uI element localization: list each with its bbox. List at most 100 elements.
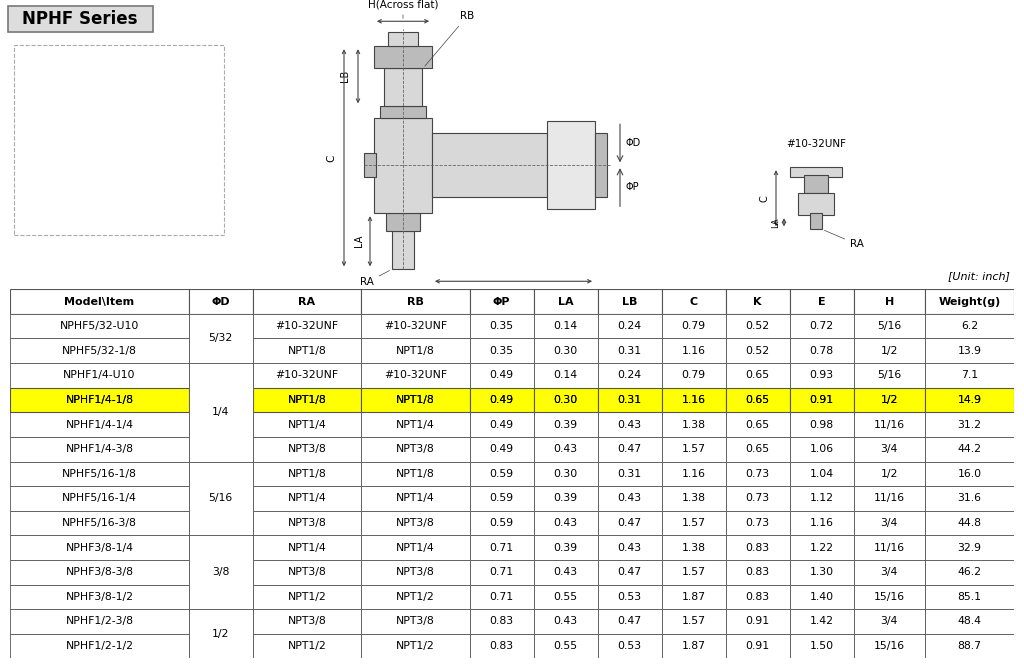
- Bar: [534, 412, 598, 437]
- Text: 1.16: 1.16: [682, 395, 706, 405]
- Bar: [470, 437, 534, 462]
- Text: 3/4: 3/4: [881, 518, 898, 528]
- Text: 1.87: 1.87: [682, 592, 706, 602]
- Bar: [925, 585, 1014, 609]
- Text: NPT1/4: NPT1/4: [288, 543, 327, 553]
- Text: E: E: [818, 297, 825, 307]
- Bar: [10, 486, 188, 511]
- Text: 0.52: 0.52: [745, 346, 770, 356]
- Bar: [598, 535, 662, 560]
- Text: 0.43: 0.43: [554, 518, 578, 528]
- Text: LB: LB: [622, 297, 637, 307]
- Bar: [726, 535, 790, 560]
- Bar: [925, 338, 1014, 363]
- Bar: [662, 486, 726, 511]
- Bar: [392, 231, 414, 269]
- Text: 0.83: 0.83: [489, 641, 514, 651]
- Bar: [662, 412, 726, 437]
- FancyBboxPatch shape: [14, 45, 224, 235]
- Text: LA: LA: [354, 235, 364, 247]
- Bar: [925, 486, 1014, 511]
- Bar: [662, 634, 726, 658]
- Text: 5/16: 5/16: [209, 493, 232, 503]
- Bar: [10, 560, 188, 585]
- Bar: [361, 412, 470, 437]
- Text: 0.47: 0.47: [617, 444, 642, 454]
- Text: 1.12: 1.12: [810, 493, 834, 503]
- Text: NPT1/4: NPT1/4: [288, 493, 327, 503]
- Text: 0.47: 0.47: [617, 518, 642, 528]
- Bar: [374, 47, 432, 68]
- Bar: [925, 388, 1014, 412]
- Bar: [432, 133, 547, 198]
- Text: #10-32UNF: #10-32UNF: [275, 321, 339, 331]
- Text: 11/16: 11/16: [873, 493, 905, 503]
- Bar: [854, 388, 925, 412]
- Text: 0.65: 0.65: [745, 395, 770, 405]
- Bar: [925, 462, 1014, 486]
- Text: C: C: [689, 297, 697, 307]
- Bar: [10, 511, 188, 535]
- Bar: [10, 462, 188, 486]
- Bar: [534, 560, 598, 585]
- Text: RB: RB: [425, 11, 474, 66]
- Bar: [534, 363, 598, 388]
- Bar: [854, 560, 925, 585]
- Bar: [790, 437, 854, 462]
- Text: NPT3/8: NPT3/8: [396, 567, 435, 577]
- Text: 0.79: 0.79: [682, 321, 706, 331]
- Text: 0.30: 0.30: [553, 395, 578, 405]
- Text: 31.6: 31.6: [957, 493, 981, 503]
- Bar: [854, 338, 925, 363]
- Text: 1/2: 1/2: [881, 395, 898, 405]
- Bar: [790, 535, 854, 560]
- Bar: [534, 314, 598, 338]
- Bar: [534, 609, 598, 634]
- Bar: [790, 609, 854, 634]
- Bar: [253, 388, 361, 412]
- Bar: [925, 535, 1014, 560]
- Text: NPHF3/8-1/2: NPHF3/8-1/2: [66, 592, 133, 602]
- Text: 3/4: 3/4: [881, 616, 898, 626]
- Bar: [361, 634, 470, 658]
- Bar: [470, 535, 534, 560]
- Text: 0.73: 0.73: [745, 469, 770, 479]
- Bar: [662, 560, 726, 585]
- Bar: [470, 412, 534, 437]
- Bar: [854, 363, 925, 388]
- Bar: [10, 338, 188, 363]
- Text: 0.73: 0.73: [745, 493, 770, 503]
- Text: 1.22: 1.22: [810, 543, 834, 553]
- Bar: [925, 388, 1014, 412]
- Bar: [662, 388, 726, 412]
- Text: NPHF1/2-1/2: NPHF1/2-1/2: [66, 641, 133, 651]
- Bar: [470, 314, 534, 338]
- Text: 0.30: 0.30: [553, 395, 578, 405]
- Text: NPHF1/4-3/8: NPHF1/4-3/8: [66, 444, 133, 454]
- Text: NPT1/2: NPT1/2: [288, 592, 327, 602]
- Bar: [854, 535, 925, 560]
- Bar: [470, 511, 534, 535]
- Text: 1/2: 1/2: [881, 346, 898, 356]
- Bar: [790, 560, 854, 585]
- Text: RA: RA: [824, 230, 864, 249]
- Bar: [361, 388, 470, 412]
- Text: NPHF5/16-1/8: NPHF5/16-1/8: [62, 469, 137, 479]
- Text: 0.39: 0.39: [554, 420, 578, 430]
- Bar: [361, 462, 470, 486]
- Bar: [726, 462, 790, 486]
- Text: 0.83: 0.83: [489, 616, 514, 626]
- Bar: [534, 585, 598, 609]
- Bar: [925, 363, 1014, 388]
- Text: 1/2: 1/2: [881, 469, 898, 479]
- Bar: [188, 363, 253, 462]
- Bar: [662, 585, 726, 609]
- Bar: [470, 363, 534, 388]
- Bar: [810, 213, 822, 229]
- Text: NPT3/8: NPT3/8: [288, 616, 327, 626]
- Bar: [925, 289, 1014, 314]
- Bar: [534, 388, 598, 412]
- Bar: [726, 412, 790, 437]
- Text: NPHF5/32-1/8: NPHF5/32-1/8: [62, 346, 137, 356]
- Text: 1.06: 1.06: [810, 444, 834, 454]
